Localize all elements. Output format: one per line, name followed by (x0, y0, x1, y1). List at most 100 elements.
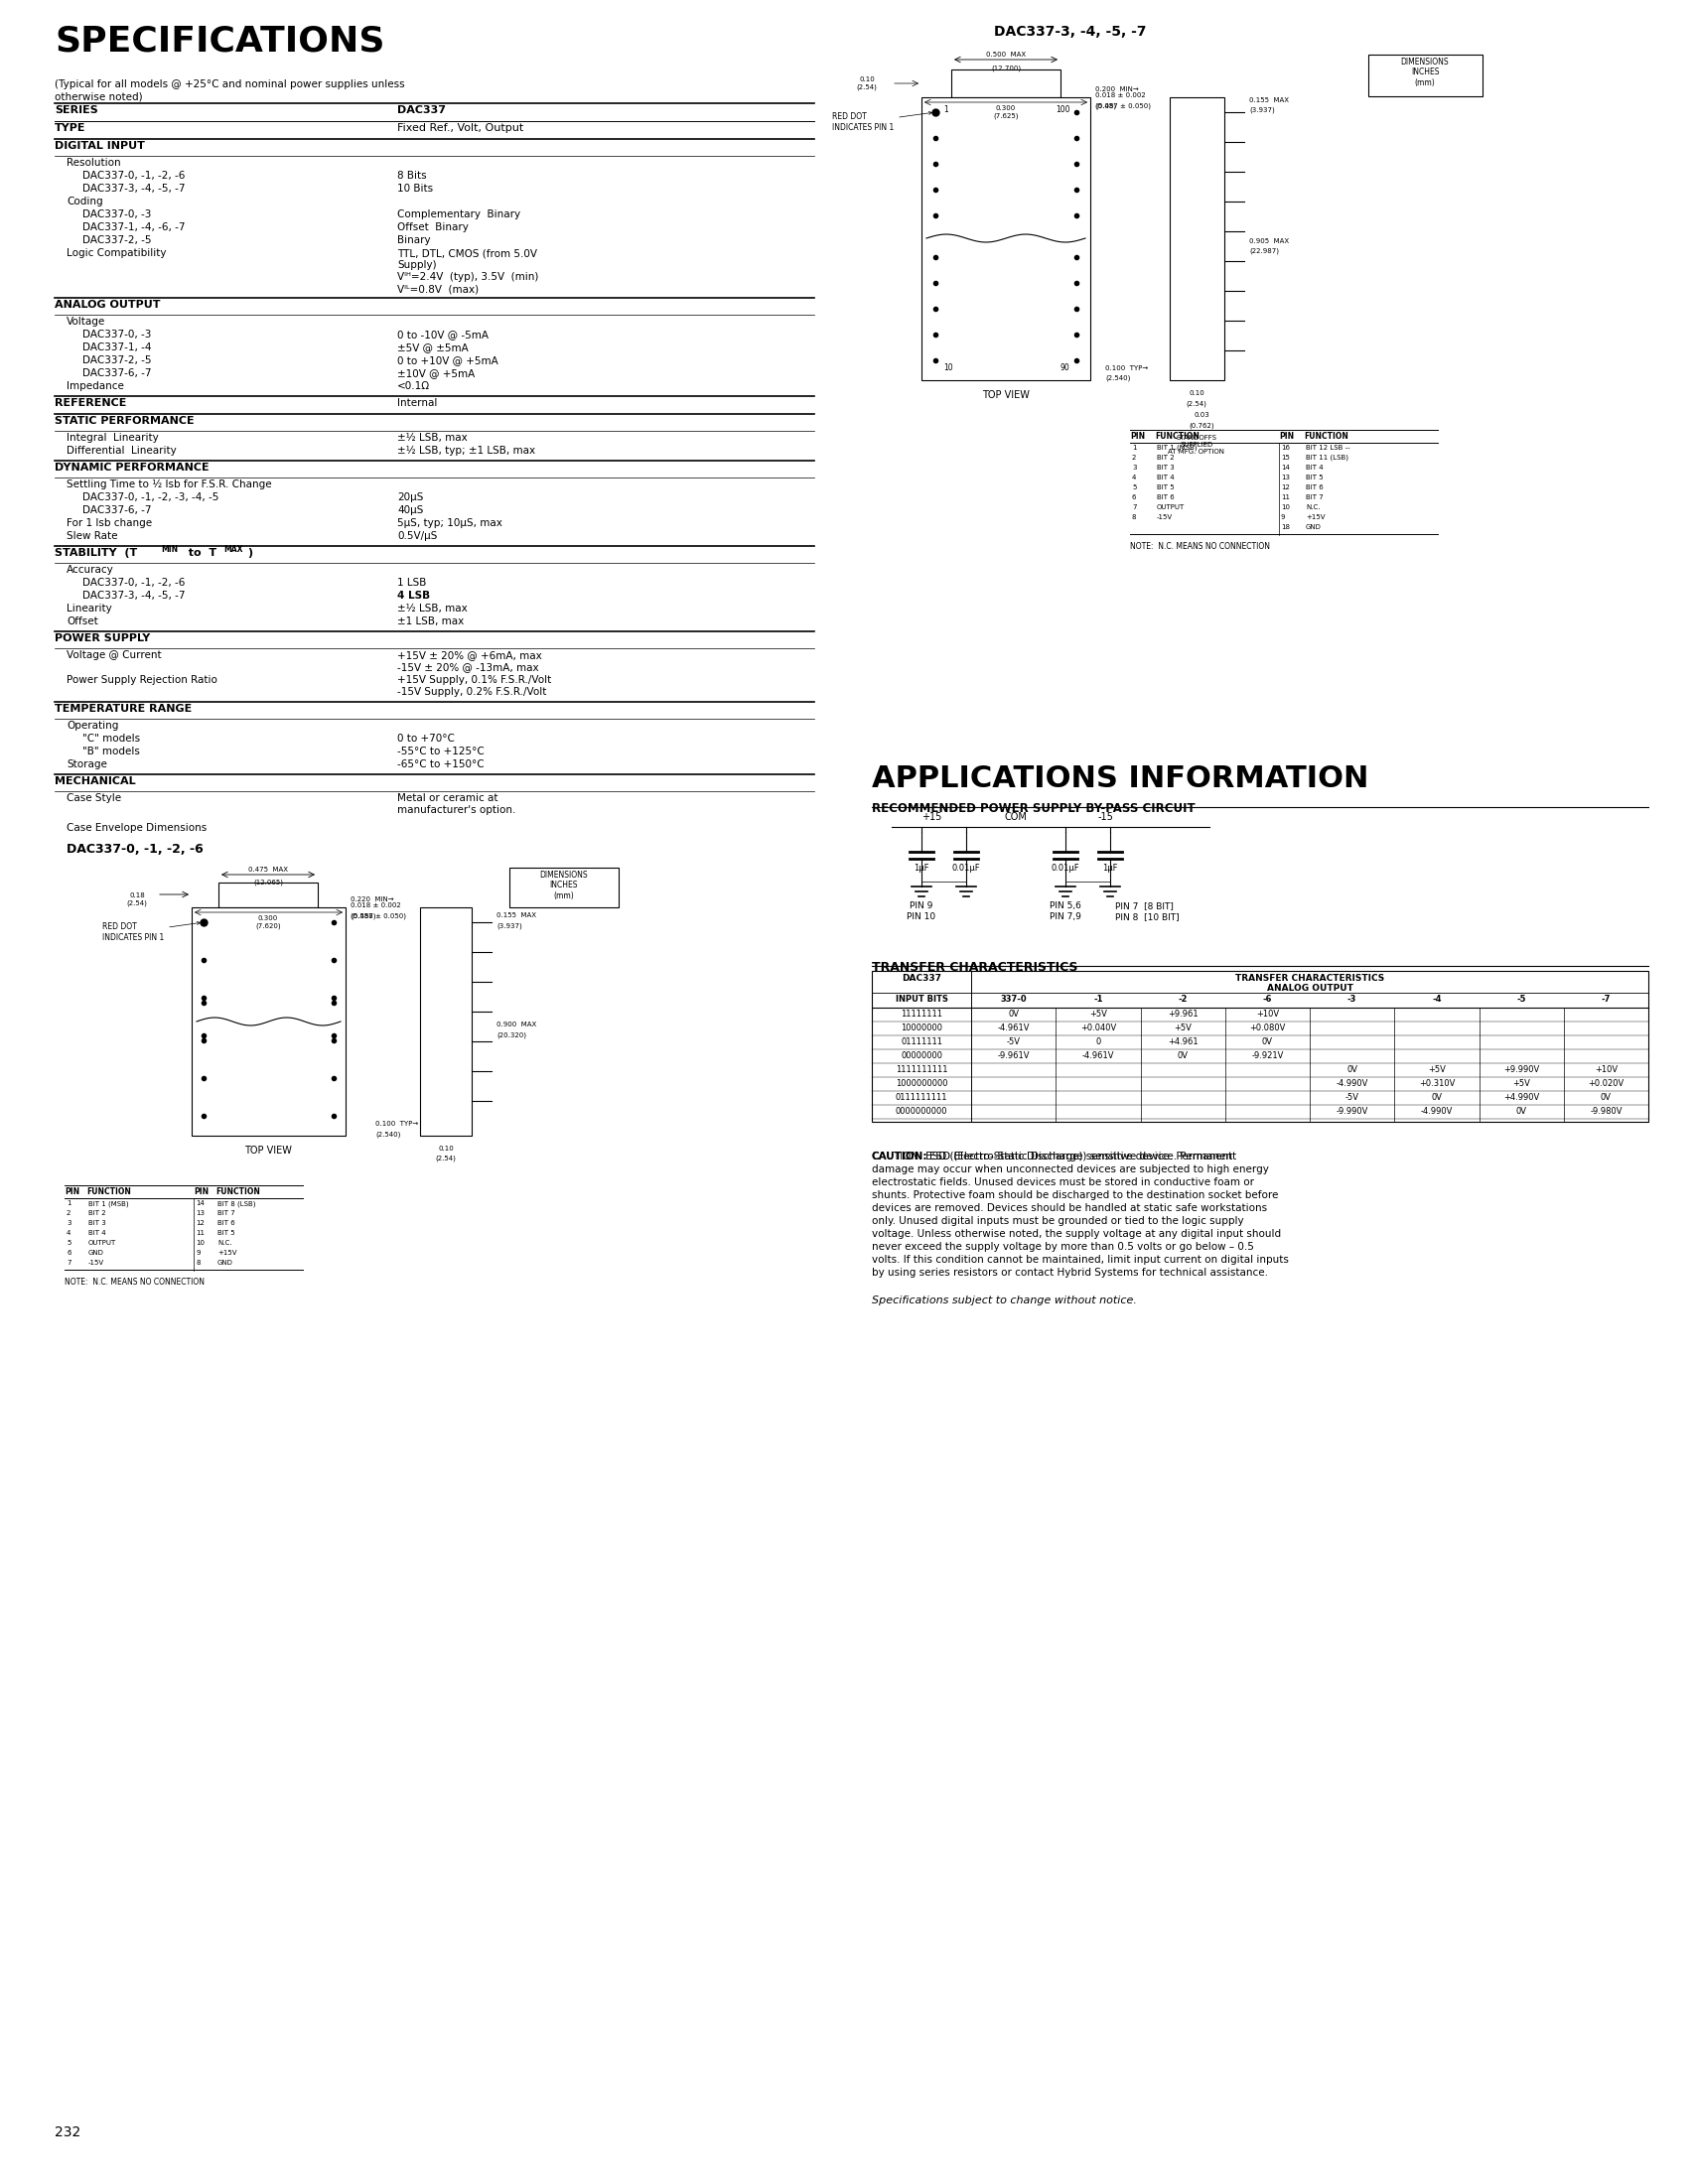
Text: 100: 100 (1056, 105, 1070, 114)
Text: Integral  Linearity: Integral Linearity (66, 432, 159, 443)
Text: 0: 0 (1095, 1037, 1100, 1046)
Text: voltage. Unless otherwise noted, the supply voltage at any digital input should: voltage. Unless otherwise noted, the sup… (871, 1230, 1281, 1238)
Text: -5V: -5V (1346, 1092, 1359, 1103)
Text: 5: 5 (1132, 485, 1136, 491)
Text: BIT 7: BIT 7 (217, 1210, 236, 1216)
Text: 12: 12 (1281, 485, 1290, 491)
Text: Slew Rate: Slew Rate (66, 531, 117, 542)
Text: Metal or ceramic at: Metal or ceramic at (397, 793, 498, 804)
Text: Vᴵᴸ=0.8V  (max): Vᴵᴸ=0.8V (max) (397, 284, 478, 295)
Text: ANALOG OUTPUT: ANALOG OUTPUT (54, 299, 161, 310)
Text: Settling Time to ½ lsb for F.S.R. Change: Settling Time to ½ lsb for F.S.R. Change (66, 480, 271, 489)
Text: <0.1Ω: <0.1Ω (397, 382, 431, 391)
Text: STATIC PERFORMANCE: STATIC PERFORMANCE (54, 415, 195, 426)
Text: (Typical for all models @ +25°C and nominal power supplies unless: (Typical for all models @ +25°C and nomi… (54, 79, 405, 90)
Text: Logic Compatibility: Logic Compatibility (66, 249, 166, 258)
Text: ): ) (247, 548, 253, 557)
Text: 10000000: 10000000 (900, 1024, 942, 1033)
Text: (3.937): (3.937) (1249, 107, 1275, 114)
Text: BIT 3: BIT 3 (88, 1221, 107, 1225)
Text: +0.020V: +0.020V (1588, 1079, 1624, 1088)
Text: SPECIFICATIONS: SPECIFICATIONS (54, 24, 385, 59)
Text: ±½ LSB, max: ±½ LSB, max (397, 603, 468, 614)
Text: BIT 12 LSB --: BIT 12 LSB -- (1305, 446, 1349, 450)
Text: Voltage: Voltage (66, 317, 105, 328)
Text: 1: 1 (944, 105, 948, 114)
Text: Voltage @ Current: Voltage @ Current (66, 651, 161, 660)
Text: (5.588): (5.588) (351, 913, 376, 919)
Text: 8: 8 (1132, 513, 1136, 520)
Text: 0.10: 0.10 (437, 1147, 454, 1151)
Text: +15V ± 20% @ +6mA, max: +15V ± 20% @ +6mA, max (397, 651, 542, 660)
Text: Differential  Linearity: Differential Linearity (66, 446, 176, 456)
Text: TOP VIEW: TOP VIEW (244, 1147, 292, 1155)
Text: 2: 2 (66, 1210, 71, 1216)
Text: Storage: Storage (66, 760, 107, 769)
Text: Linearity: Linearity (66, 603, 112, 614)
Text: DAC337-6, -7: DAC337-6, -7 (83, 369, 151, 378)
Text: CAUTION: ESD (Electro-Static Discharge) sensitive device. Permanent: CAUTION: ESD (Electro-Static Discharge) … (871, 1151, 1232, 1162)
Bar (1170, 98, 1224, 380)
Text: +9.961: +9.961 (1168, 1009, 1198, 1018)
Text: TTL, DTL, CMOS (from 5.0V: TTL, DTL, CMOS (from 5.0V (397, 249, 537, 258)
Text: SERIES: SERIES (54, 105, 98, 116)
Text: 1: 1 (1132, 446, 1136, 450)
Text: to  T: to T (181, 548, 217, 557)
Text: DAC337: DAC337 (397, 105, 446, 116)
Text: 0.475  MAX: 0.475 MAX (247, 867, 288, 874)
Text: MAX: MAX (224, 546, 242, 555)
Text: -1: -1 (1093, 994, 1103, 1005)
Text: INPUT BITS: INPUT BITS (895, 994, 948, 1005)
Text: Offset: Offset (66, 616, 98, 627)
Text: only. Unused digital inputs must be grounded or tied to the logic supply: only. Unused digital inputs must be grou… (871, 1216, 1244, 1225)
Text: (0.457 ± 0.050): (0.457 ± 0.050) (1095, 103, 1151, 109)
Text: TRANSFER CHARACTERISTICS: TRANSFER CHARACTERISTICS (871, 961, 1078, 974)
Text: (5.08): (5.08) (1095, 103, 1117, 109)
Text: ±1 LSB, max: ±1 LSB, max (397, 616, 464, 627)
Text: PIN 10: PIN 10 (907, 913, 936, 922)
Text: 0 to +10V @ +5mA: 0 to +10V @ +5mA (397, 356, 498, 365)
Text: -9.961V: -9.961V (997, 1051, 1029, 1059)
Text: 4: 4 (66, 1230, 71, 1236)
Text: -4.990V: -4.990V (1336, 1079, 1368, 1088)
Text: FUNCTION: FUNCTION (1154, 432, 1200, 441)
Text: 0111111111: 0111111111 (895, 1092, 948, 1103)
Text: TRANSFER CHARACTERISTICS: TRANSFER CHARACTERISTICS (1236, 974, 1385, 983)
Text: Impedance: Impedance (66, 382, 124, 391)
Text: DAC337-0, -3: DAC337-0, -3 (83, 330, 151, 339)
Text: BIT 7: BIT 7 (1305, 494, 1324, 500)
Text: DAC337-2, -5: DAC337-2, -5 (83, 236, 151, 245)
Text: 0.5V/μS: 0.5V/μS (397, 531, 437, 542)
Text: 7: 7 (66, 1260, 71, 1267)
Text: Case Envelope Dimensions: Case Envelope Dimensions (66, 823, 207, 832)
Text: BIT 4: BIT 4 (88, 1230, 105, 1236)
Text: 7: 7 (1132, 505, 1136, 511)
Text: 1111111111: 1111111111 (895, 1066, 948, 1075)
Text: PIN 7  [8 BIT]: PIN 7 [8 BIT] (1115, 902, 1173, 911)
Text: Internal: Internal (397, 397, 437, 408)
Text: 10: 10 (944, 363, 953, 371)
Text: Offset  Binary: Offset Binary (397, 223, 468, 232)
Text: DAC337-0, -3: DAC337-0, -3 (83, 210, 151, 218)
Text: -4.961V: -4.961V (997, 1024, 1029, 1033)
Text: 0.155  MAX: 0.155 MAX (1249, 98, 1288, 103)
Text: 3: 3 (66, 1221, 71, 1225)
Text: RECOMMENDED POWER SUPPLY BY-PASS CIRCUIT: RECOMMENDED POWER SUPPLY BY-PASS CIRCUIT (871, 802, 1195, 815)
Text: BIT 2: BIT 2 (1156, 454, 1175, 461)
Text: DIGITAL INPUT: DIGITAL INPUT (54, 142, 144, 151)
Text: CAUTION:: CAUTION: (871, 1151, 927, 1162)
Bar (1368, 55, 1483, 96)
Text: DAC337-3, -4, -5, -7: DAC337-3, -4, -5, -7 (83, 183, 185, 194)
Text: TEMPERATURE RANGE: TEMPERATURE RANGE (54, 703, 192, 714)
Text: 9: 9 (1281, 513, 1285, 520)
Text: 6: 6 (66, 1249, 71, 1256)
Text: (2.540): (2.540) (375, 1131, 400, 1138)
Text: BIT 2: BIT 2 (88, 1210, 105, 1216)
Text: PIN 7,9: PIN 7,9 (1049, 913, 1081, 922)
Text: RED DOT
INDICATES PIN 1: RED DOT INDICATES PIN 1 (102, 922, 200, 941)
Text: DIMENSIONS
INCHES
(mm): DIMENSIONS INCHES (mm) (541, 871, 588, 900)
Text: OUTPUT: OUTPUT (1156, 505, 1185, 511)
Text: REFERENCE: REFERENCE (54, 397, 127, 408)
Text: -15: -15 (1097, 812, 1114, 821)
Text: MIN: MIN (161, 546, 178, 555)
